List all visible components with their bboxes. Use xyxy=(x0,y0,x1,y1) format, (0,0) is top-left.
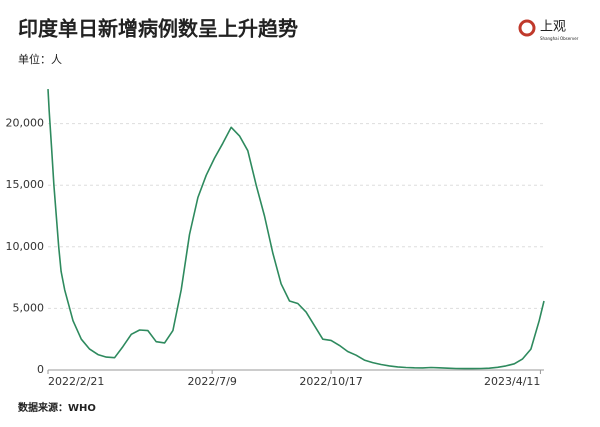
y-tick-label: 20,000 xyxy=(6,117,45,130)
unit-label: 单位：人 xyxy=(18,52,62,66)
source: 数据来源：WHO xyxy=(18,401,96,414)
x-tick-label: 2022/7/9 xyxy=(187,375,236,388)
y-tick-label: 5,000 xyxy=(13,301,45,314)
logo-subtitle: Shanghai Observer xyxy=(540,36,579,41)
x-tick-label: 2023/4/11 xyxy=(484,375,540,388)
x-tick-label: 2022/10/17 xyxy=(299,375,362,388)
logo: 上观 Shanghai Observer xyxy=(518,19,579,41)
y-tick-label: 15,000 xyxy=(6,178,45,191)
chart-title: 印度单日新增病例数呈上升趋势 xyxy=(18,17,298,41)
logo-icon xyxy=(518,19,536,37)
data-line xyxy=(47,89,545,370)
x-tick-label: 2022/2/21 xyxy=(48,375,104,388)
y-tick-label: 0 xyxy=(37,363,44,376)
logo-text: 上观 xyxy=(540,20,566,35)
y-tick-label: 10,000 xyxy=(6,240,45,253)
